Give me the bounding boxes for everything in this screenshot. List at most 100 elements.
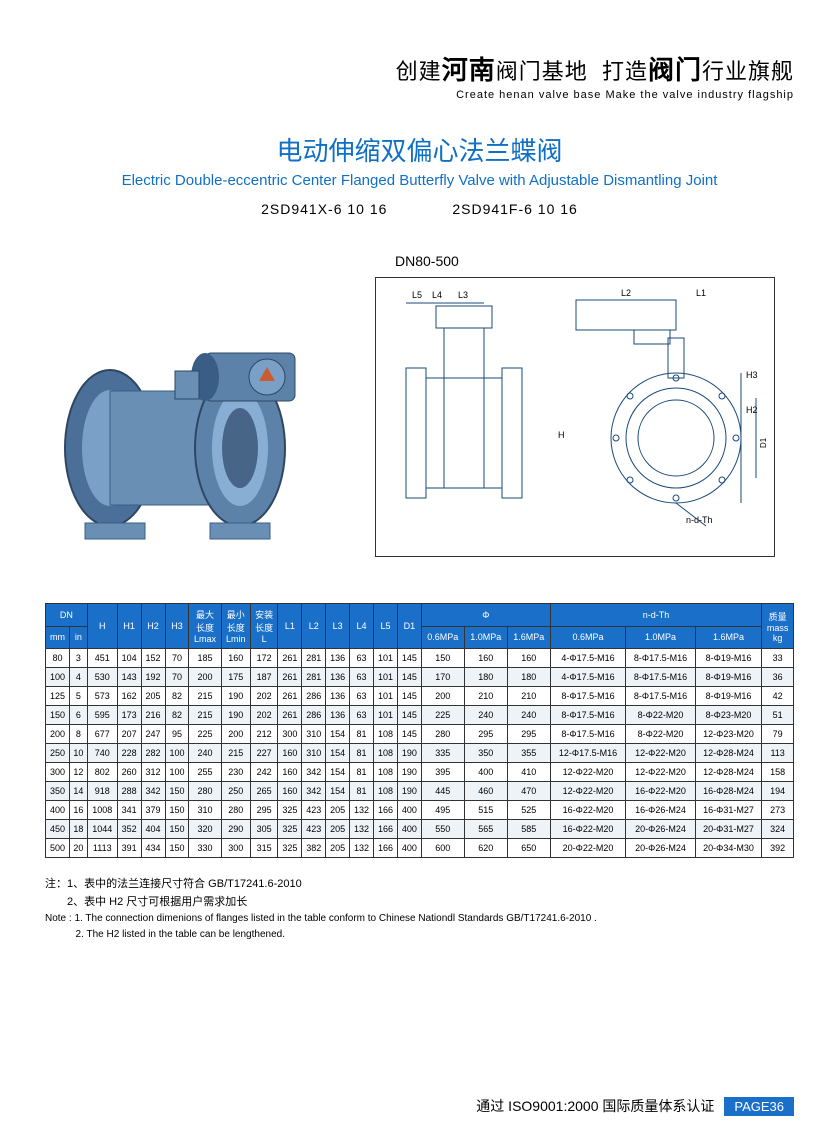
table-cell: 63 bbox=[350, 687, 374, 706]
table-cell: 525 bbox=[507, 801, 550, 820]
table-cell: 113 bbox=[762, 744, 794, 763]
table-cell: 172 bbox=[250, 649, 277, 668]
model-1: 2SD941X-6 10 16 bbox=[261, 201, 387, 217]
table-cell: 404 bbox=[141, 820, 165, 839]
table-cell: 8-Φ23-M20 bbox=[695, 706, 762, 725]
table-cell: 101 bbox=[374, 649, 398, 668]
table-cell: 36 bbox=[762, 668, 794, 687]
table-cell: 325 bbox=[278, 839, 302, 858]
table-cell: 202 bbox=[250, 706, 277, 725]
table-cell: 335 bbox=[421, 744, 464, 763]
table-cell: 434 bbox=[141, 839, 165, 858]
table-cell: 451 bbox=[87, 649, 117, 668]
table-cell: 240 bbox=[189, 744, 221, 763]
table-cell: 280 bbox=[421, 725, 464, 744]
table-cell: 200 bbox=[46, 725, 70, 744]
table-cell: 423 bbox=[302, 801, 326, 820]
table-cell: 166 bbox=[374, 801, 398, 820]
table-cell: 230 bbox=[221, 763, 250, 782]
table-cell: 290 bbox=[221, 820, 250, 839]
table-cell: 132 bbox=[350, 839, 374, 858]
title-cn: 电动伸缩双偏心法兰蝶阀 bbox=[45, 131, 794, 168]
table-cell: 16-Φ22-M20 bbox=[626, 782, 695, 801]
table-cell: 16-Φ31-M27 bbox=[695, 801, 762, 820]
table-cell: 261 bbox=[278, 668, 302, 687]
table-cell: 82 bbox=[165, 687, 189, 706]
table-cell: 185 bbox=[189, 649, 221, 668]
table-cell: 8-Φ22-M20 bbox=[626, 706, 695, 725]
lbl-h3: H3 bbox=[746, 370, 758, 380]
table-cell: 154 bbox=[326, 725, 350, 744]
table-cell: 400 bbox=[464, 763, 507, 782]
table-cell: 573 bbox=[87, 687, 117, 706]
lbl-l2: L2 bbox=[621, 288, 631, 298]
table-cell: 250 bbox=[221, 782, 250, 801]
table-cell: 150 bbox=[46, 706, 70, 725]
table-cell: 310 bbox=[302, 744, 326, 763]
table-cell: 158 bbox=[762, 763, 794, 782]
table-cell: 12-Φ17.5-M16 bbox=[550, 744, 625, 763]
table-cell: 207 bbox=[117, 725, 141, 744]
table-cell: 400 bbox=[46, 801, 70, 820]
table-cell: 194 bbox=[762, 782, 794, 801]
hdr-p4: 打造 bbox=[602, 59, 648, 84]
table-cell: 16 bbox=[69, 801, 87, 820]
lbl-h2: H2 bbox=[746, 405, 758, 415]
table-cell: 620 bbox=[464, 839, 507, 858]
table-cell: 160 bbox=[221, 649, 250, 668]
table-cell: 228 bbox=[117, 744, 141, 763]
table-row: 4501810443524041503202903053254232051321… bbox=[46, 820, 794, 839]
table-cell: 280 bbox=[221, 801, 250, 820]
hdr-p3: 阀门基地 bbox=[496, 59, 588, 84]
table-cell: 154 bbox=[326, 744, 350, 763]
table-cell: 150 bbox=[421, 649, 464, 668]
table-cell: 125 bbox=[46, 687, 70, 706]
table-cell: 300 bbox=[278, 725, 302, 744]
table-cell: 227 bbox=[250, 744, 277, 763]
table-cell: 8-Φ17.5-M16 bbox=[626, 687, 695, 706]
table-cell: 281 bbox=[302, 668, 326, 687]
valve-illustration bbox=[55, 313, 335, 553]
table-cell: 12-Φ22-M20 bbox=[626, 744, 695, 763]
page-header: 创建河南阀门基地 打造阀门行业旗舰 Create henan valve bas… bbox=[45, 50, 794, 101]
lbl-ndth: n-d-Th bbox=[686, 515, 713, 525]
table-cell: 175 bbox=[221, 668, 250, 687]
table-cell: 205 bbox=[326, 820, 350, 839]
table-cell: 173 bbox=[117, 706, 141, 725]
table-cell: 132 bbox=[350, 801, 374, 820]
table-cell: 100 bbox=[165, 763, 189, 782]
table-cell: 325 bbox=[278, 820, 302, 839]
table-cell: 550 bbox=[421, 820, 464, 839]
table-cell: 79 bbox=[762, 725, 794, 744]
table-cell: 342 bbox=[302, 763, 326, 782]
table-row: 5002011133914341503303003153253822051321… bbox=[46, 839, 794, 858]
table-cell: 108 bbox=[374, 763, 398, 782]
table-cell: 320 bbox=[189, 820, 221, 839]
title-block: 电动伸缩双偏心法兰蝶阀 Electric Double-eccentric Ce… bbox=[45, 131, 794, 217]
table-cell: 565 bbox=[464, 820, 507, 839]
table-cell: 1044 bbox=[87, 820, 117, 839]
table-cell: 170 bbox=[421, 668, 464, 687]
table-cell: 160 bbox=[278, 782, 302, 801]
table-cell: 4 bbox=[69, 668, 87, 687]
th-dn: DN bbox=[46, 604, 88, 627]
th-phi: Φ bbox=[421, 604, 550, 627]
table-cell: 585 bbox=[507, 820, 550, 839]
table-cell: 154 bbox=[326, 782, 350, 801]
table-cell: 324 bbox=[762, 820, 794, 839]
th-lmax: 最大 长度 Lmax bbox=[189, 604, 221, 649]
table-cell: 16-Φ22-M20 bbox=[550, 801, 625, 820]
th-phi06: 0.6MPa bbox=[421, 626, 464, 649]
table-cell: 410 bbox=[507, 763, 550, 782]
table-cell: 101 bbox=[374, 668, 398, 687]
table-cell: 286 bbox=[302, 687, 326, 706]
notes-block: 注：1、表中的法兰连接尺寸符合 GB/T17241.6-2010 2、表中 H2… bbox=[45, 876, 794, 943]
th-phi10: 1.0MPa bbox=[464, 626, 507, 649]
table-cell: 190 bbox=[221, 687, 250, 706]
table-cell: 918 bbox=[87, 782, 117, 801]
table-cell: 80 bbox=[46, 649, 70, 668]
table-cell: 282 bbox=[141, 744, 165, 763]
lbl-l3: L3 bbox=[458, 290, 468, 300]
th-l1: L1 bbox=[278, 604, 302, 649]
hdr-p5: 阀门 bbox=[648, 55, 702, 85]
